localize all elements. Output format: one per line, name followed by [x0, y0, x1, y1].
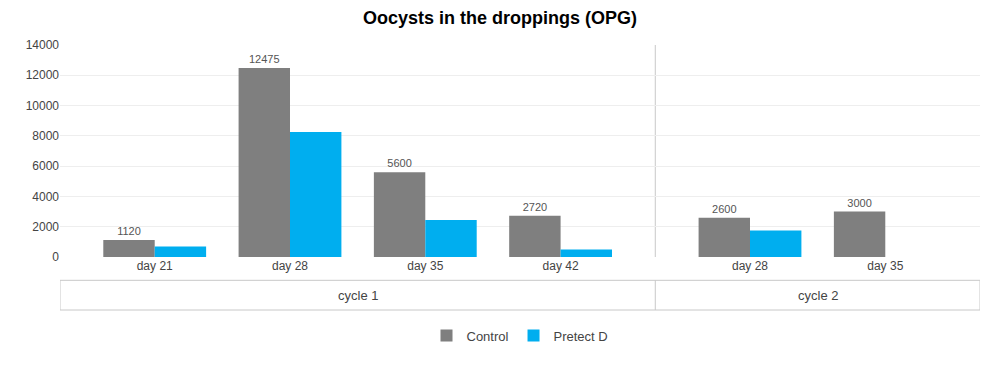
svg-text:day 28: day 28	[272, 259, 308, 273]
svg-text:6000: 6000	[32, 159, 59, 173]
svg-text:2720: 2720	[523, 201, 547, 213]
svg-text:5600: 5600	[387, 157, 411, 169]
svg-text:3000: 3000	[847, 197, 871, 209]
svg-text:day 42: day 42	[543, 259, 579, 273]
svg-text:cycle 1: cycle 1	[338, 288, 378, 303]
svg-text:2000: 2000	[32, 220, 59, 234]
svg-text:day 21: day 21	[137, 259, 173, 273]
svg-text:Oocysts in the droppings (OPG): Oocysts in the droppings (OPG)	[363, 8, 637, 28]
svg-text:1120: 1120	[117, 225, 141, 237]
svg-text:8000: 8000	[32, 129, 59, 143]
svg-text:Control: Control	[467, 329, 509, 344]
svg-text:12475: 12475	[249, 53, 280, 65]
svg-text:day 35: day 35	[407, 259, 443, 273]
svg-text:Pretect D: Pretect D	[554, 329, 608, 344]
svg-text:2600: 2600	[712, 203, 736, 215]
svg-text:4000: 4000	[32, 190, 59, 204]
svg-text:14000: 14000	[26, 38, 60, 52]
svg-text:10000: 10000	[26, 99, 60, 113]
svg-text:day 28: day 28	[732, 259, 768, 273]
svg-text:cycle 2: cycle 2	[798, 288, 838, 303]
svg-text:0: 0	[52, 250, 59, 264]
svg-text:day 35: day 35	[867, 259, 903, 273]
svg-text:12000: 12000	[26, 68, 60, 82]
